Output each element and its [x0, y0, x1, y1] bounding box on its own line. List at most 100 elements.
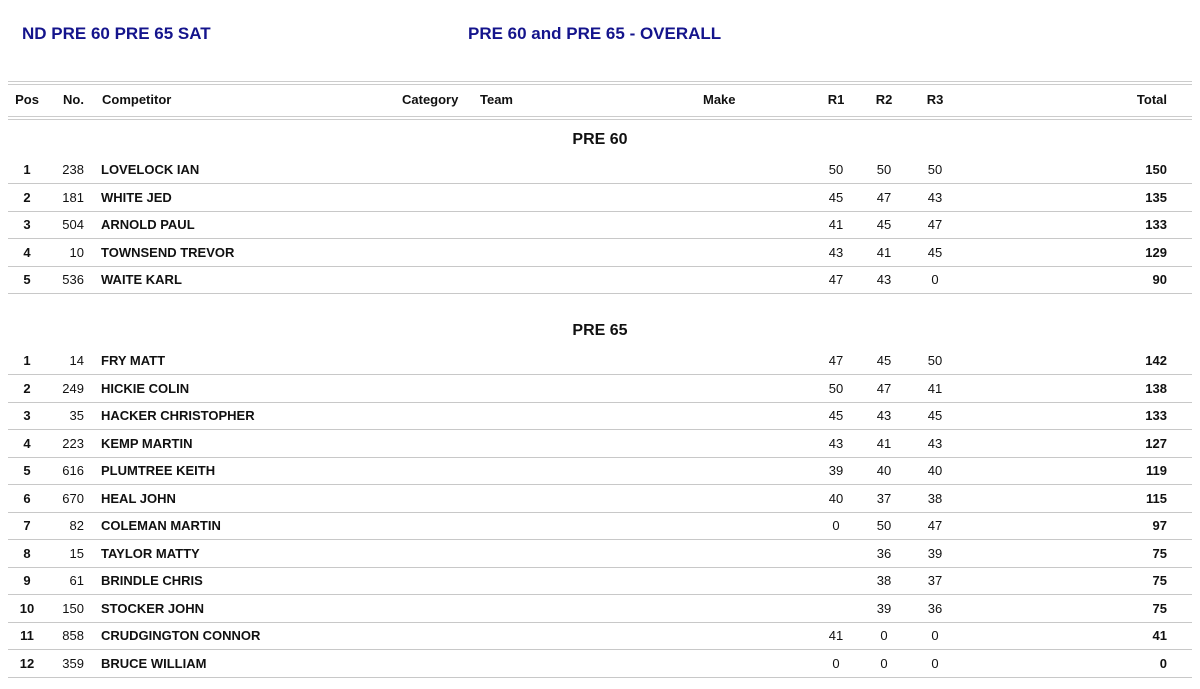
cell-r1: 0: [832, 518, 840, 533]
cell-r1: 43: [828, 435, 844, 451]
cell-pos: 5: [23, 272, 31, 287]
cell-name: FRY MATT: [101, 353, 166, 368]
cell-r2: 45: [876, 217, 892, 232]
table-row: 4 10 TOWNSEND TREVOR 43 41 45 129: [8, 239, 1192, 267]
cell-total: 150: [1145, 162, 1167, 177]
cell-no: 223: [62, 435, 84, 451]
section-title: PRE 65: [572, 322, 628, 339]
cell-r3: 0: [931, 628, 939, 643]
table-row: 3 35 HACKER CHRISTOPHER 45 43 45 133: [8, 402, 1192, 430]
cell-total: 0: [1159, 655, 1167, 671]
cell-r1: 0: [832, 655, 840, 671]
divider: [8, 81, 1192, 85]
cell-name: BRINDLE CHRIS: [101, 573, 203, 588]
cell-total: 142: [1145, 353, 1167, 368]
cell-name: WHITE JED: [101, 189, 172, 205]
cell-total: 138: [1145, 380, 1167, 396]
cell-no: 61: [69, 573, 84, 588]
cell-pos: 11: [20, 628, 34, 643]
cell-r1: 47: [828, 272, 844, 287]
cell-r3: 50: [927, 162, 943, 177]
cell-r2: 0: [880, 628, 888, 643]
cell-r1: 40: [828, 490, 844, 506]
cell-r2: 50: [876, 162, 892, 177]
cell-total: 115: [1146, 490, 1167, 506]
col-no: No.: [63, 92, 84, 107]
cell-r2: 36: [876, 545, 892, 561]
cell-total: 97: [1152, 518, 1167, 533]
col-make: Make: [703, 92, 736, 107]
cell-r3: 38: [927, 490, 943, 506]
cell-no: 504: [62, 217, 84, 232]
table-row: 4 223 KEMP MARTIN 43 41 43 127: [8, 430, 1192, 458]
cell-r2: 50: [876, 518, 892, 533]
cell-r2: 43: [876, 408, 892, 423]
cell-name: STOCKER JOHN: [101, 600, 205, 616]
cell-total: 41: [1152, 628, 1167, 643]
cell-pos: 3: [23, 408, 31, 423]
table-row: 6 670 HEAL JOHN 40 37 38 115: [8, 485, 1192, 513]
cell-r3: 47: [927, 217, 943, 232]
cell-no: 858: [62, 628, 84, 643]
col-r3: R3: [926, 92, 944, 107]
cell-no: 15: [69, 545, 84, 561]
col-total: Total: [1136, 92, 1167, 107]
cell-r2: 40: [876, 463, 892, 478]
cell-name: CRUDGINGTON CONNOR: [101, 628, 261, 643]
cell-r2: 41: [876, 435, 892, 451]
cell-r3: 40: [927, 463, 943, 478]
cell-no: 35: [69, 408, 84, 423]
cell-no: 670: [62, 490, 84, 506]
cell-r2: 47: [876, 380, 892, 396]
cell-name: COLEMAN MARTIN: [101, 518, 221, 533]
cell-r1: 50: [828, 380, 844, 396]
cell-r3: 41: [927, 380, 943, 396]
cell-pos: 10: [19, 600, 35, 616]
cell-r1: 39: [828, 463, 844, 478]
table-row: 2 181 WHITE JED 45 47 43 135: [8, 184, 1192, 212]
cell-r2: 47: [876, 189, 892, 205]
cell-pos: 8: [23, 545, 31, 561]
cell-r3: 43: [927, 189, 943, 205]
cell-total: 75: [1152, 573, 1167, 588]
cell-no: 359: [62, 655, 84, 671]
cell-r3: 43: [927, 435, 943, 451]
cell-r3: 0: [931, 272, 939, 287]
cell-name: HICKIE COLIN: [101, 380, 190, 396]
col-pos: Pos: [15, 92, 39, 107]
cell-r3: 45: [927, 244, 943, 260]
cell-r2: 45: [876, 353, 892, 368]
cell-no: 82: [69, 518, 84, 533]
cell-r2: 39: [876, 600, 892, 616]
event-name: ND PRE 60 PRE 65 SAT: [22, 24, 211, 43]
cell-total: 129: [1145, 244, 1167, 260]
table-row: 1 238 LOVELOCK IAN 50 50 50 150: [8, 156, 1192, 184]
cell-total: 119: [1146, 463, 1167, 478]
cell-name: BRUCE WILLIAM: [101, 655, 207, 671]
cell-r2: 41: [876, 244, 892, 260]
cell-r3: 36: [927, 600, 943, 616]
table-row: 5 616 PLUMTREE KEITH 39 40 40 119: [8, 457, 1192, 485]
cell-pos: 1: [23, 162, 31, 177]
cell-name: ARNOLD PAUL: [101, 217, 195, 232]
cell-pos: 2: [23, 189, 31, 205]
cell-total: 90: [1152, 272, 1167, 287]
table-row: 12 359 BRUCE WILLIAM 0 0 0 0: [8, 650, 1192, 678]
cell-pos: 7: [23, 518, 31, 533]
col-category: Category: [402, 92, 459, 107]
cell-no: 14: [69, 353, 84, 368]
cell-no: 181: [62, 189, 84, 205]
cell-pos: 12: [19, 655, 35, 671]
cell-r2: 43: [876, 272, 892, 287]
cell-name: PLUMTREE KEITH: [101, 463, 216, 478]
cell-name: WAITE KARL: [101, 272, 182, 287]
section-title: PRE 60: [572, 131, 628, 148]
cell-pos: 4: [23, 244, 31, 260]
cell-pos: 4: [23, 435, 31, 451]
table-row: 7 82 COLEMAN MARTIN 0 50 47 97: [8, 512, 1192, 540]
cell-r1: 43: [828, 244, 844, 260]
cell-total: 135: [1145, 189, 1167, 205]
col-r2: R2: [875, 92, 893, 107]
cell-name: HEAL JOHN: [101, 490, 176, 506]
cell-r1: 45: [828, 408, 844, 423]
